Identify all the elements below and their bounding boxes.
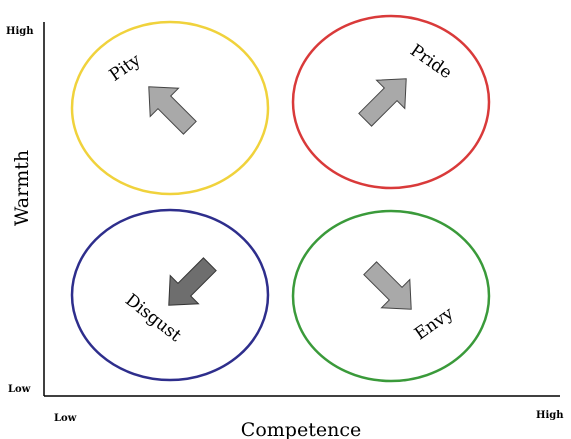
quadrant-disgust: Disgust	[70, 208, 270, 382]
y-axis-high-label: High	[6, 26, 34, 37]
quadrant-pity: Pity	[70, 20, 270, 196]
quadrant-pride: Pride	[291, 14, 491, 190]
y-axis-low-label: Low	[8, 384, 31, 395]
y-axis-title: Warmth	[11, 150, 33, 226]
x-axis-title: Competence	[241, 419, 361, 439]
disgust-circle	[70, 208, 270, 382]
quadrant-envy: Envy	[291, 209, 491, 383]
x-axis-low-label: Low	[54, 413, 77, 424]
pride-arrow-icon	[350, 64, 421, 135]
pride-circle	[291, 14, 491, 190]
envy-label: Envy	[411, 303, 458, 344]
pity-label: Pity	[106, 50, 145, 86]
envy-arrow-icon	[355, 253, 426, 324]
pity-arrow-icon	[134, 72, 205, 143]
pity-circle	[70, 20, 270, 196]
envy-circle	[291, 209, 491, 383]
disgust-arrow-icon	[154, 249, 225, 320]
pride-label: Pride	[406, 41, 455, 84]
x-axis-high-label: High	[536, 410, 564, 421]
